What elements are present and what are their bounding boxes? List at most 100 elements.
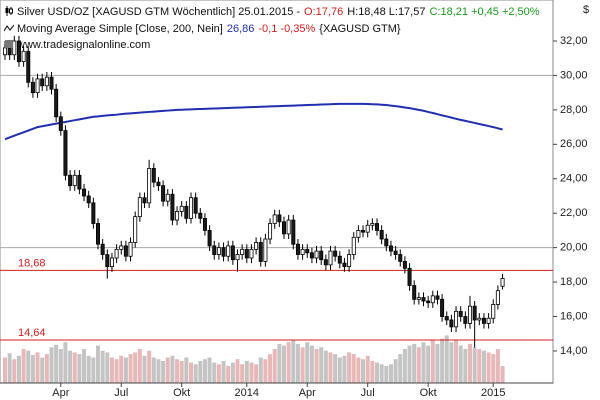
candle-body <box>72 174 77 187</box>
candle-body <box>44 76 49 87</box>
candle-body <box>351 236 356 255</box>
candle-body <box>495 290 500 305</box>
volume-bar <box>398 354 403 383</box>
candle-icon <box>5 6 13 16</box>
candle-body <box>323 259 328 266</box>
candle-body <box>430 295 435 304</box>
volume-bar <box>54 344 59 383</box>
volume-bar <box>481 350 486 383</box>
x-tick-label: 2014 <box>235 387 259 399</box>
moving-average <box>4 102 503 141</box>
candle-body <box>156 181 161 187</box>
x-tick-label: 2015 <box>481 387 505 399</box>
volume-bar <box>282 345 286 383</box>
volume-bar <box>86 355 91 383</box>
candle-body <box>161 185 166 202</box>
volume-bar <box>486 352 491 383</box>
candle-body <box>235 254 240 261</box>
line-icon <box>4 24 14 31</box>
volume-bar <box>323 350 328 383</box>
volume-bar <box>258 357 263 383</box>
candle-body <box>35 78 40 94</box>
volume-bar <box>375 362 379 383</box>
candle-body <box>91 202 96 224</box>
candle-body <box>393 250 398 255</box>
volume-bar <box>193 364 198 383</box>
volume-bar <box>58 349 63 383</box>
candle-body <box>374 223 379 231</box>
volume-bar <box>416 347 421 383</box>
candle-body <box>21 50 26 63</box>
volume-bar <box>472 347 477 383</box>
volume-bar <box>165 357 170 383</box>
volume-bar <box>412 343 417 383</box>
volume-bar <box>449 342 454 383</box>
candle-body <box>249 248 254 259</box>
volume-bar <box>342 355 347 383</box>
volume-bar <box>379 364 384 383</box>
candle-body <box>142 197 147 204</box>
volume-bar <box>468 343 472 383</box>
candle-body <box>114 248 119 259</box>
candle-body <box>277 214 282 223</box>
y-tick-label: 30,00 <box>560 69 588 81</box>
candle-body <box>421 297 426 302</box>
volume-bar <box>142 355 147 383</box>
volume-bar <box>137 349 142 383</box>
candle-body <box>82 188 87 197</box>
candle-body <box>202 217 207 231</box>
candle-body <box>54 88 59 118</box>
candle-body <box>370 223 375 226</box>
candle-body <box>193 197 198 214</box>
volume-bar <box>388 364 393 383</box>
volume-bar <box>212 362 217 383</box>
y-tick-label: 28,00 <box>560 104 588 116</box>
candle-body <box>170 193 175 221</box>
volume-bar <box>198 360 203 383</box>
candle-body <box>477 317 482 321</box>
y-tick-label: 20,00 <box>560 242 588 254</box>
volume-bar <box>63 342 68 383</box>
volume-bar <box>491 354 496 383</box>
x-tick-label: Apr <box>52 387 69 399</box>
volume-bar <box>114 359 119 383</box>
candle-body <box>221 247 226 257</box>
candle-body <box>300 248 305 255</box>
volume-bar <box>254 364 259 383</box>
volume-bar <box>272 349 277 383</box>
candle-body <box>68 174 73 187</box>
volume-bar <box>216 364 221 383</box>
candle-body <box>151 168 156 183</box>
candle-body <box>347 254 352 267</box>
candle-body <box>407 267 412 286</box>
volume-bar <box>286 342 291 383</box>
candle-body <box>379 230 384 240</box>
web-icon <box>5 40 13 48</box>
volume-bar <box>40 357 45 383</box>
candle-body <box>105 254 110 267</box>
volume-bar <box>221 360 226 383</box>
candle-body <box>481 317 486 324</box>
x-tick-label: Okt <box>420 387 437 399</box>
volume-bar <box>123 357 128 383</box>
volume-bar <box>333 354 338 383</box>
volume-bar <box>458 345 463 383</box>
volume-bar <box>207 357 212 383</box>
volume-bar <box>235 359 240 383</box>
candle-body <box>179 205 184 212</box>
candle-body <box>226 245 231 257</box>
volume-bar <box>68 350 73 383</box>
volume-bar <box>72 352 77 383</box>
candle-body <box>398 254 403 262</box>
candle-body <box>109 257 114 267</box>
candle-body <box>281 221 286 235</box>
candle-body <box>467 305 472 324</box>
volume-bar <box>35 352 40 383</box>
header-line: www.tradesignalonline.com <box>4 37 540 54</box>
header-line: Moving Average Simple [Close, 200, Nein]… <box>4 21 540 38</box>
volume-bar <box>444 335 449 383</box>
y-tick-label: 18,00 <box>560 276 588 288</box>
volume-bar <box>421 342 426 383</box>
